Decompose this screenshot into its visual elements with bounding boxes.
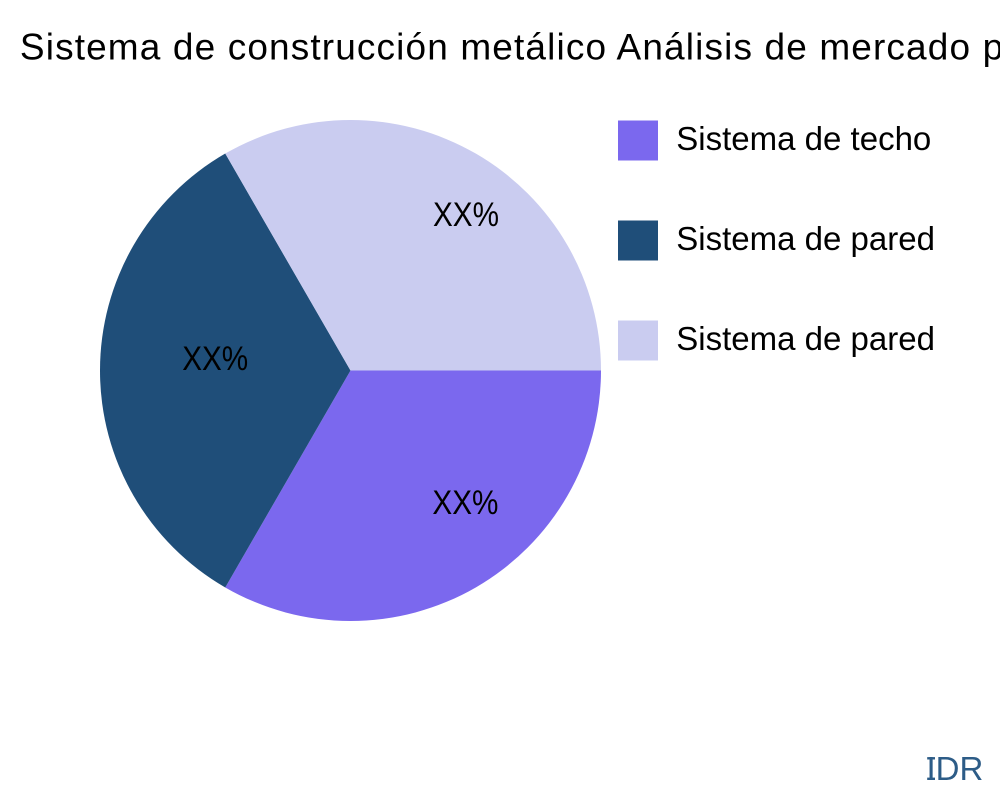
- svg-text:XX%: XX%: [433, 196, 499, 234]
- svg-text:Sistema de techo: Sistema de techo: [676, 120, 931, 157]
- svg-text:Sistema de pared: Sistema de pared: [676, 220, 935, 257]
- svg-text:Sistema de pared: Sistema de pared: [676, 320, 935, 357]
- svg-text:XX%: XX%: [432, 484, 498, 522]
- svg-text:IDR: IDR: [927, 750, 984, 787]
- svg-text:XX%: XX%: [182, 340, 248, 378]
- svg-text:Sistema de construcción metáli: Sistema de construcción metálico Análisi…: [20, 27, 1000, 68]
